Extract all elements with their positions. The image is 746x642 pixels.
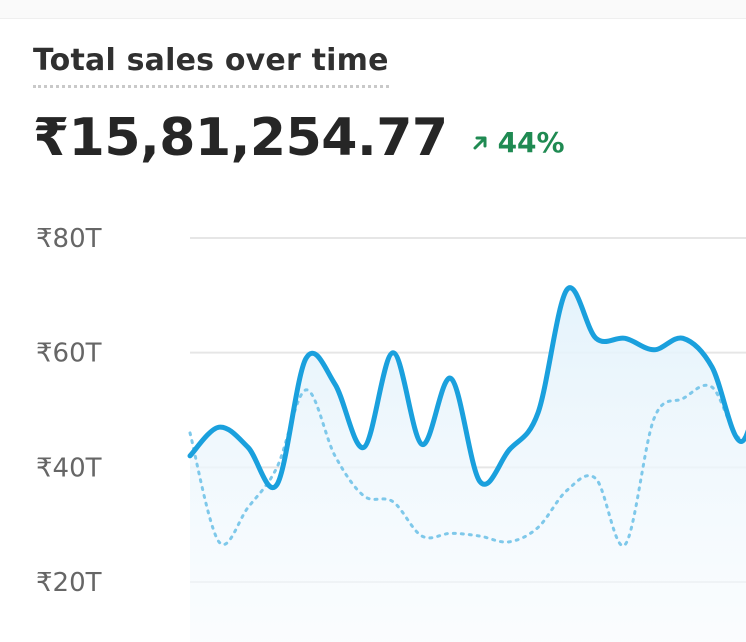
y-axis-ticks: ₹80T ₹60T ₹40T ₹20T xyxy=(36,224,102,598)
delta-badge: 44% xyxy=(470,126,565,159)
total-sales-value: ₹15,81,254.77 xyxy=(33,108,448,168)
sales-area-fill xyxy=(190,287,746,642)
arrow-up-right-icon xyxy=(473,136,487,150)
y-tick-label: ₹20T xyxy=(36,568,102,598)
y-tick-label: ₹60T xyxy=(36,339,102,369)
chart-title[interactable]: Total sales over time xyxy=(33,43,389,88)
y-tick-label: ₹40T xyxy=(36,453,102,483)
delta-percent: 44% xyxy=(497,126,565,160)
top-divider xyxy=(0,0,746,19)
series-layer xyxy=(187,285,746,642)
comparison-series-line xyxy=(188,383,746,548)
metric-row: ₹15,81,254.77 44% xyxy=(33,108,565,168)
sales-series-line xyxy=(187,285,746,490)
y-tick-label: ₹80T xyxy=(36,224,102,254)
